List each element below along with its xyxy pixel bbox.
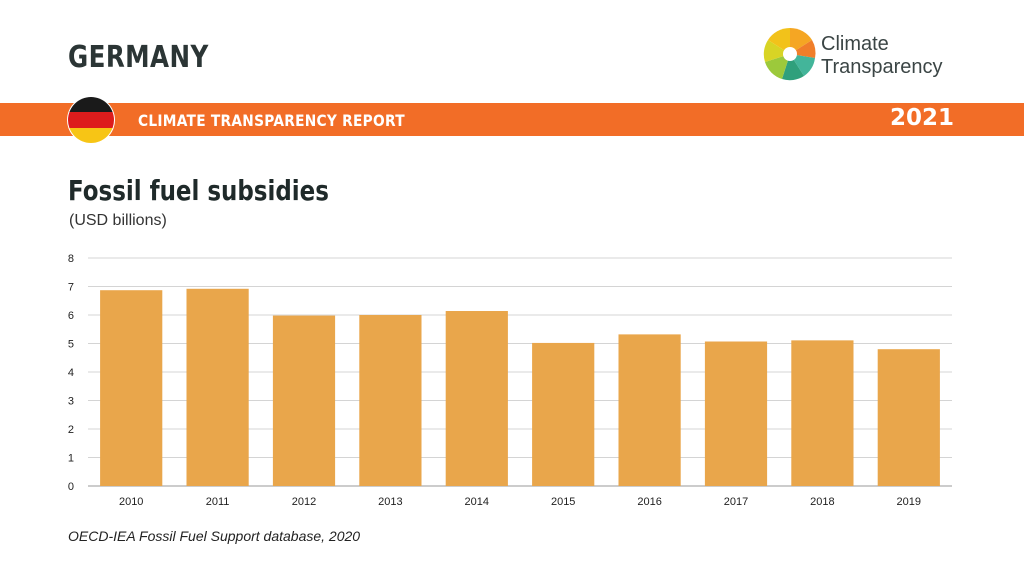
x-tick-label: 2010: [119, 496, 143, 508]
report-title: CLIMATE TRANSPARENCY REPORT: [138, 111, 405, 130]
y-tick-label: 0: [68, 481, 74, 493]
x-tick-label: 2011: [206, 496, 230, 508]
bar-2015: [532, 342, 595, 486]
x-tick-label: 2019: [897, 496, 921, 508]
chart-title: Fossil fuel subsidies: [68, 174, 329, 207]
y-tick-label: 6: [68, 310, 74, 322]
logo-text-line2: Transparency: [821, 56, 943, 78]
y-tick-label: 4: [68, 367, 74, 379]
bar-2010: [100, 290, 163, 486]
y-tick-label: 1: [68, 453, 74, 465]
bar-2013: [359, 315, 422, 486]
x-tick-label: 2016: [637, 496, 661, 508]
country-title: GERMANY: [68, 40, 209, 75]
x-tick-label: 2015: [551, 496, 575, 508]
logo-text-line1: Climate: [821, 33, 889, 55]
logo-text: Climate Transparency: [821, 33, 943, 79]
x-tick-label: 2017: [724, 496, 748, 508]
x-tick-label: 2014: [465, 496, 489, 508]
bar-2014: [445, 311, 508, 486]
y-tick-label: 5: [68, 339, 74, 351]
climate-transparency-logo-icon: [763, 27, 816, 81]
y-tick-label: 8: [68, 253, 74, 265]
chart-subtitle: (USD billions): [69, 212, 167, 229]
y-tick-label: 2: [68, 424, 74, 436]
germany-flag-icon: [67, 96, 115, 144]
report-banner: [0, 103, 1024, 136]
bar-2012: [272, 315, 336, 486]
x-tick-label: 2018: [810, 496, 834, 508]
bar-2016: [618, 334, 681, 486]
x-tick-label: 2013: [378, 496, 402, 508]
bar-2017: [704, 341, 768, 486]
bar-2011: [186, 288, 249, 486]
x-tick-label: 2012: [292, 496, 316, 508]
y-tick-label: 3: [68, 396, 74, 408]
report-year: 2021: [889, 105, 954, 131]
bar-2018: [791, 340, 854, 486]
y-tick-label: 7: [68, 282, 74, 294]
bar-2019: [877, 349, 940, 486]
source-note: OECD-IEA Fossil Fuel Support database, 2…: [68, 528, 361, 544]
